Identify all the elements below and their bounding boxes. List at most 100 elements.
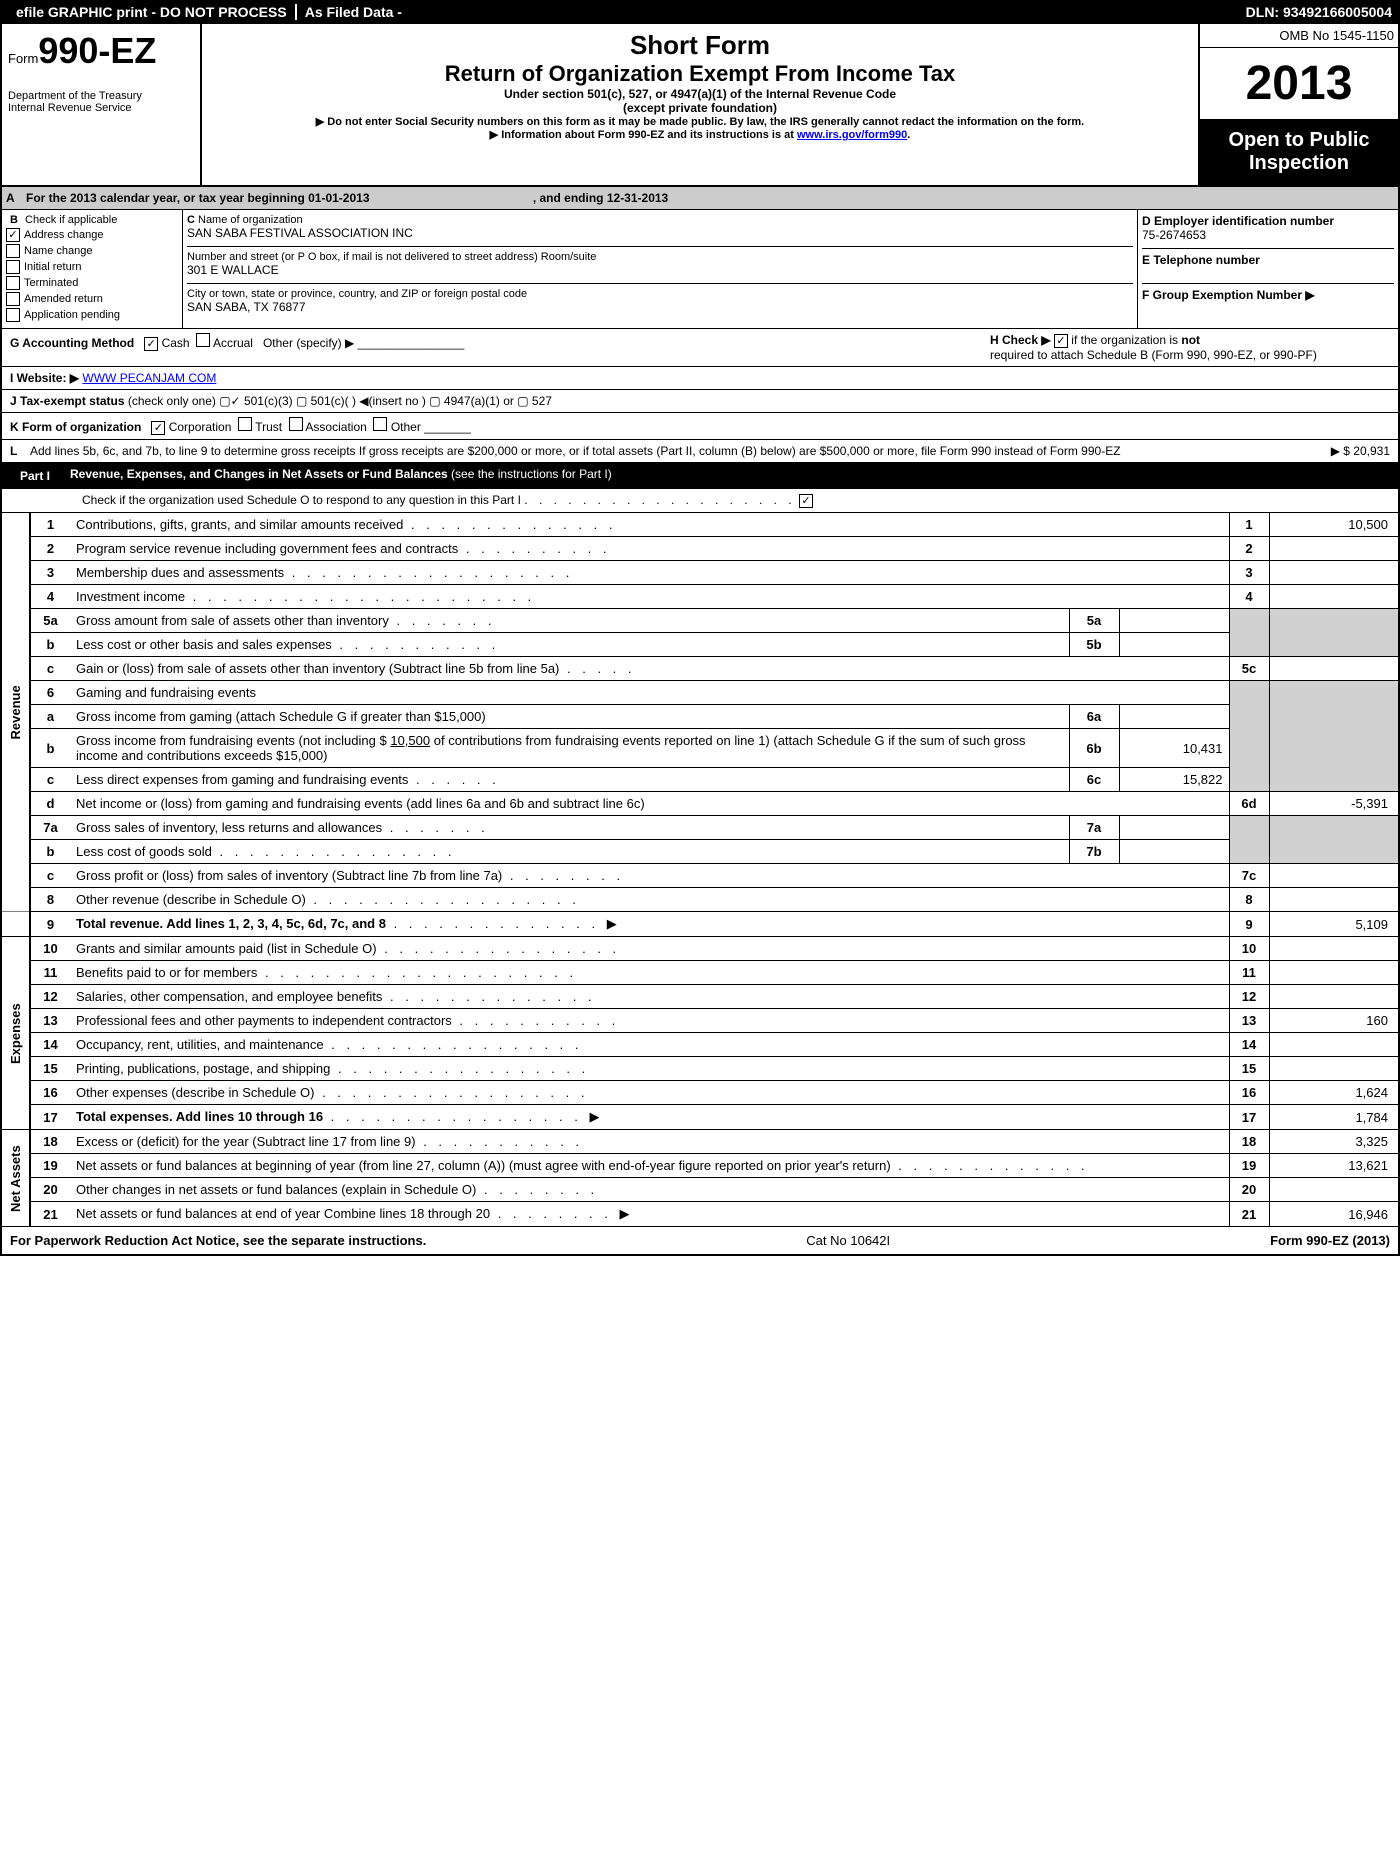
iv7b	[1119, 840, 1229, 864]
iv5a	[1119, 609, 1229, 633]
rn6d: 6d	[1229, 792, 1269, 816]
cb-label-0: Address change	[24, 229, 104, 241]
j-text: (check only one) ▢✓ 501(c)(3) ▢ 501(c)( …	[128, 394, 552, 408]
lt12: Salaries, other compensation, and employ…	[76, 989, 382, 1004]
part1-title: Revenue, Expenses, and Changes in Net As…	[70, 467, 448, 485]
section-bcdef: B Check if applicable ✓Address change Na…	[0, 210, 1400, 329]
checkbox-name-change[interactable]	[6, 244, 20, 258]
checkbox-terminated[interactable]	[6, 276, 20, 290]
checkbox-part1-scho[interactable]: ✓	[799, 494, 813, 508]
org-city: SAN SABA, TX 76877	[187, 300, 1133, 314]
rn18: 18	[1229, 1130, 1269, 1154]
b-title: Check if applicable	[25, 214, 117, 226]
rn5c: 5c	[1229, 657, 1269, 681]
ln7c: c	[30, 864, 70, 888]
ln6c: c	[30, 768, 70, 792]
ln16: 16	[30, 1081, 70, 1105]
checkbox-amended[interactable]	[6, 292, 20, 306]
g-other: Other (specify) ▶	[263, 336, 354, 350]
website-link[interactable]: WWW PECANJAM COM	[82, 371, 216, 385]
subtitle1: Under section 501(c), 527, or 4947(a)(1)…	[222, 87, 1178, 101]
irs-link[interactable]: www.irs.gov/form990	[797, 129, 907, 141]
c-addr-label: Number and street (or P O box, if mail i…	[187, 246, 1133, 263]
iv5b	[1119, 633, 1229, 657]
rv8	[1269, 888, 1399, 912]
footer-center: Cat No 10642I	[806, 1233, 890, 1248]
rn1: 1	[1229, 513, 1269, 537]
checkbox-accrual[interactable]	[196, 333, 210, 347]
ln2: 2	[30, 537, 70, 561]
part1-instr: (see the instructions for Part I)	[451, 467, 612, 485]
rv2	[1269, 537, 1399, 561]
rv9: 5,109	[1269, 912, 1399, 937]
rv13: 160	[1269, 1009, 1399, 1033]
cb-label-1: Name change	[24, 245, 93, 257]
lt7a: Gross sales of inventory, less returns a…	[76, 820, 382, 835]
checkbox-corp[interactable]: ✓	[151, 421, 165, 435]
ln11: 11	[30, 961, 70, 985]
checkbox-initial-return[interactable]	[6, 260, 20, 274]
in6a: 6a	[1069, 705, 1119, 729]
rn19: 19	[1229, 1154, 1269, 1178]
lt20: Other changes in net assets or fund bala…	[76, 1182, 476, 1197]
note2-post: .	[907, 129, 910, 141]
rv7c	[1269, 864, 1399, 888]
lt21: Net assets or fund balances at end of ye…	[76, 1206, 490, 1221]
rv4	[1269, 585, 1399, 609]
ln7b: b	[30, 840, 70, 864]
letter-c: C	[187, 214, 198, 226]
checkbox-trust[interactable]	[238, 417, 252, 431]
section-j: J Tax-exempt status (check only one) ▢✓ …	[0, 390, 1400, 413]
rn12: 12	[1229, 985, 1269, 1009]
rv10	[1269, 937, 1399, 961]
checkbox-assoc[interactable]	[289, 417, 303, 431]
tax-year: 2013	[1200, 48, 1398, 119]
rn4: 4	[1229, 585, 1269, 609]
rn3: 3	[1229, 561, 1269, 585]
lt3: Membership dues and assessments	[76, 565, 284, 580]
lt11: Benefits paid to or for members	[76, 965, 257, 980]
lt1: Contributions, gifts, grants, and simila…	[76, 517, 403, 532]
in5a: 5a	[1069, 609, 1119, 633]
section-l: L Add lines 5b, 6c, and 7b, to line 9 to…	[0, 440, 1400, 463]
cb-label-4: Amended return	[24, 293, 103, 305]
lt7b: Less cost of goods sold	[76, 844, 212, 859]
lt7c: Gross profit or (loss) from sales of inv…	[76, 868, 502, 883]
k-assoc: Association	[305, 420, 366, 434]
lt17: Total expenses. Add lines 10 through 16	[76, 1109, 323, 1124]
open-line1: Open to Public	[1204, 129, 1394, 152]
org-name: SAN SABA FESTIVAL ASSOCIATION INC	[187, 226, 1133, 240]
dln-label: DLN: 93492166005004	[1246, 4, 1392, 20]
l-amount: ▶ $ 20,931	[1250, 444, 1390, 458]
c-name-label: Name of organization	[198, 214, 303, 226]
l-text: Add lines 5b, 6c, and 7b, to line 9 to d…	[30, 444, 1250, 458]
rv14	[1269, 1033, 1399, 1057]
iv6c: 15,822	[1119, 768, 1229, 792]
section-a-text: For the 2013 calendar year, or tax year …	[22, 187, 1398, 209]
ln8: 8	[30, 888, 70, 912]
checkbox-address-change[interactable]: ✓	[6, 228, 20, 242]
section-a-row: A For the 2013 calendar year, or tax yea…	[0, 187, 1400, 210]
checkbox-cash[interactable]: ✓	[144, 337, 158, 351]
j-label: J Tax-exempt status	[10, 394, 125, 408]
cb-label-2: Initial return	[24, 261, 81, 273]
efile-label: efile GRAPHIC print - DO NOT PROCESS	[8, 4, 297, 20]
h-text3: required to attach Schedule B (Form 990,…	[990, 348, 1317, 362]
k-corp: Corporation	[169, 420, 232, 434]
rv16: 1,624	[1269, 1081, 1399, 1105]
checkbox-h[interactable]: ✓	[1054, 334, 1068, 348]
k-trust: Trust	[255, 420, 282, 434]
rv5c	[1269, 657, 1399, 681]
checkbox-pending[interactable]	[6, 308, 20, 322]
ln10: 10	[30, 937, 70, 961]
g-label: G Accounting Method	[10, 336, 134, 350]
g-cash: Cash	[162, 336, 190, 350]
lt8: Other revenue (describe in Schedule O)	[76, 892, 306, 907]
section-k: K Form of organization ✓ Corporation Tru…	[0, 413, 1400, 440]
letter-a: A	[2, 187, 22, 209]
checkbox-other-org[interactable]	[373, 417, 387, 431]
phone-value	[1142, 267, 1394, 283]
rn2: 2	[1229, 537, 1269, 561]
iv6a	[1119, 705, 1229, 729]
rn13: 13	[1229, 1009, 1269, 1033]
